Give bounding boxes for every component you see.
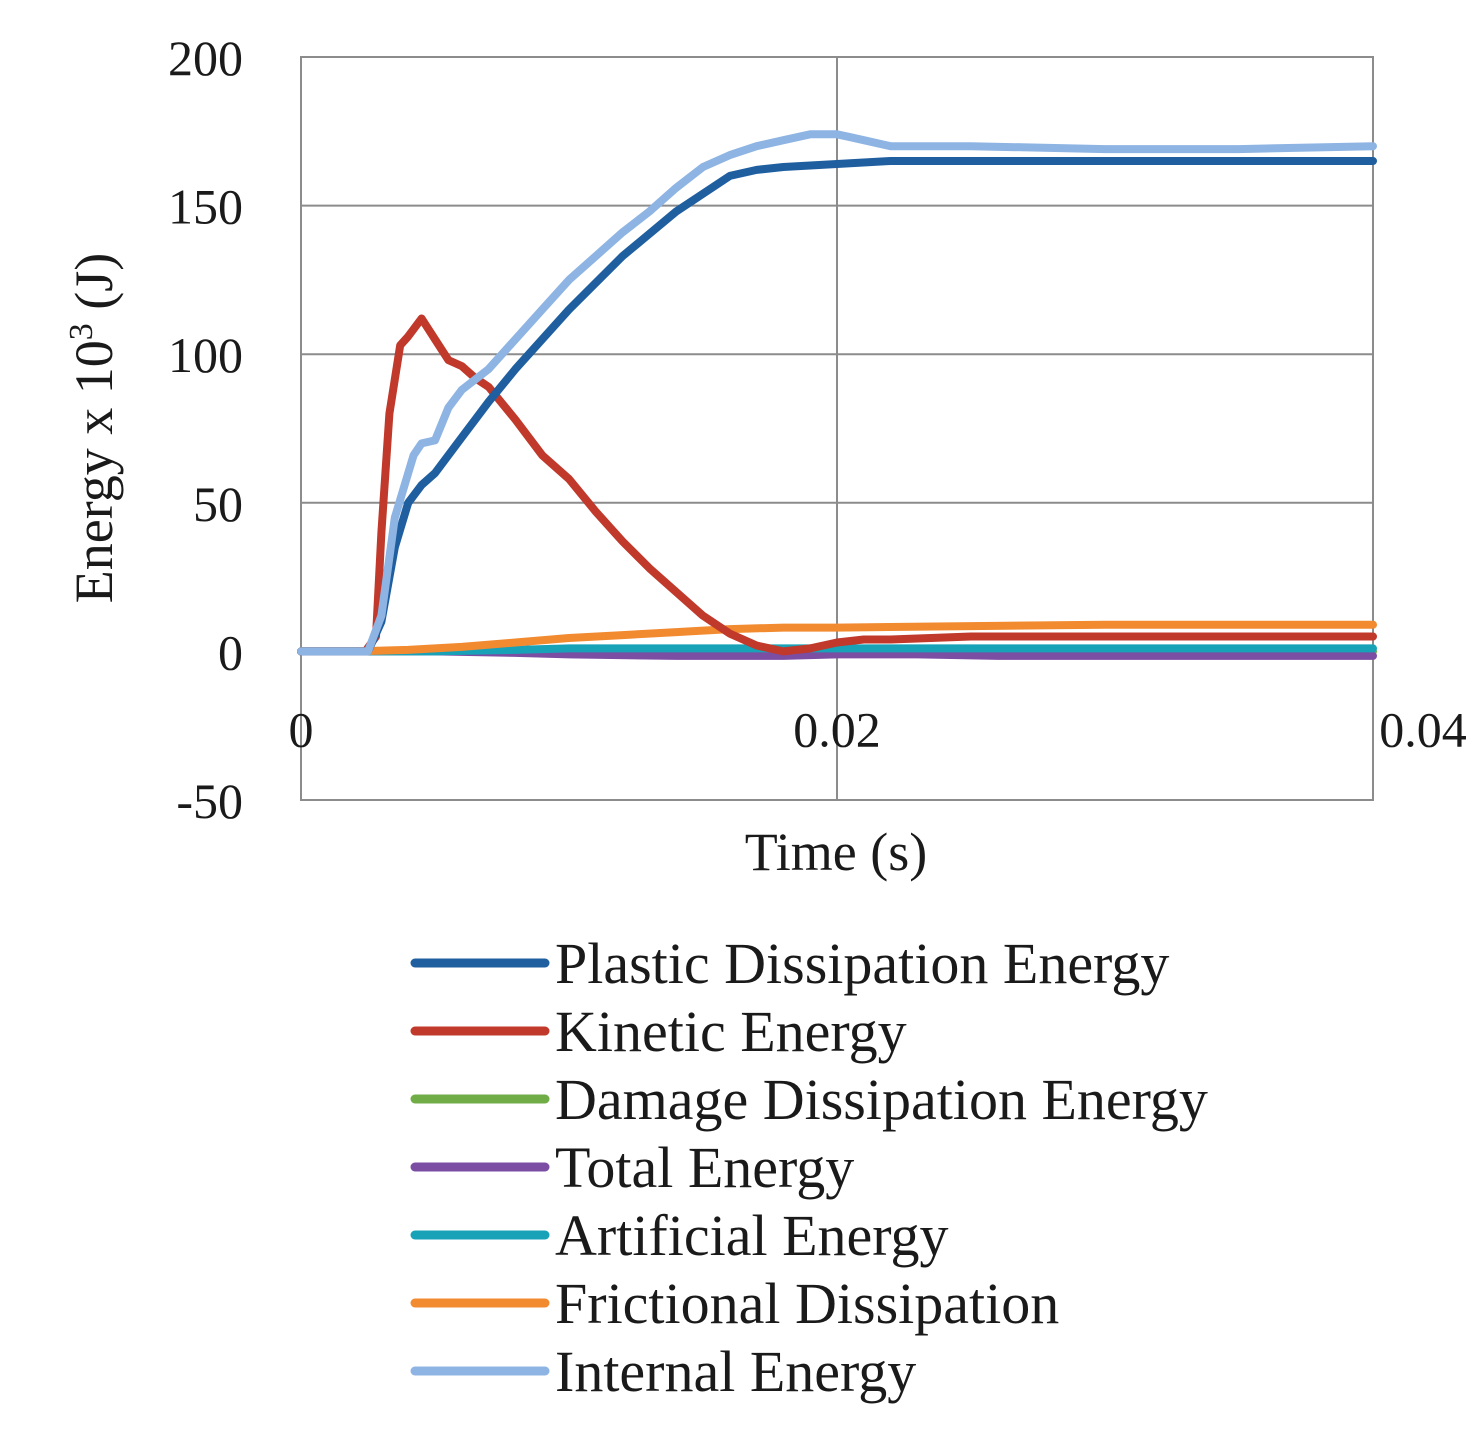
y-tick-label: -50 [176, 773, 243, 829]
series-line-plastic-dissipation-energy [297, 157, 1377, 656]
legend-label-plastic-dissipation-energy: Plastic Dissipation Energy [555, 931, 1169, 996]
y-axis-title-main: Energy x 10 [64, 340, 124, 603]
series-lines [297, 130, 1377, 660]
series-line-frictional-dissipation [297, 620, 1377, 656]
x-tick-labels: 0 0.02 0.04 [289, 701, 1467, 757]
y-axis-title-unit: (J) [64, 253, 124, 323]
legend-label-damage-dissipation-energy: Damage Dissipation Energy [555, 1067, 1208, 1132]
series-line-internal-energy [297, 130, 1377, 656]
y-tick-label: 200 [168, 30, 243, 86]
y-tick-labels: 200 150 100 50 0 -50 [168, 30, 243, 829]
plot-frame [300, 56, 1374, 801]
x-tick-label: 0 [289, 701, 314, 757]
y-tick-label: 0 [218, 624, 243, 680]
x-tick-label: 0.02 [793, 701, 881, 757]
y-axis-title: Energy x 103 (J) [63, 253, 124, 603]
legend-label-total-energy: Total Energy [555, 1135, 854, 1200]
x-axis-title: Time (s) [745, 822, 928, 882]
series-line-kinetic-energy [297, 314, 1377, 656]
y-axis-title-exponent: 3 [63, 323, 100, 340]
y-tick-label: 150 [168, 179, 243, 235]
x-tick-label: 0.04 [1379, 701, 1467, 757]
y-tick-label: 50 [193, 476, 243, 532]
legend-label-artificial-energy: Artificial Energy [555, 1203, 949, 1268]
legend-label-internal-energy: Internal Energy [555, 1339, 916, 1404]
y-tick-label: 100 [168, 327, 243, 383]
legend-label-frictional-dissipation: Frictional Dissipation [555, 1271, 1059, 1336]
legend-label-kinetic-energy: Kinetic Energy [555, 999, 907, 1064]
